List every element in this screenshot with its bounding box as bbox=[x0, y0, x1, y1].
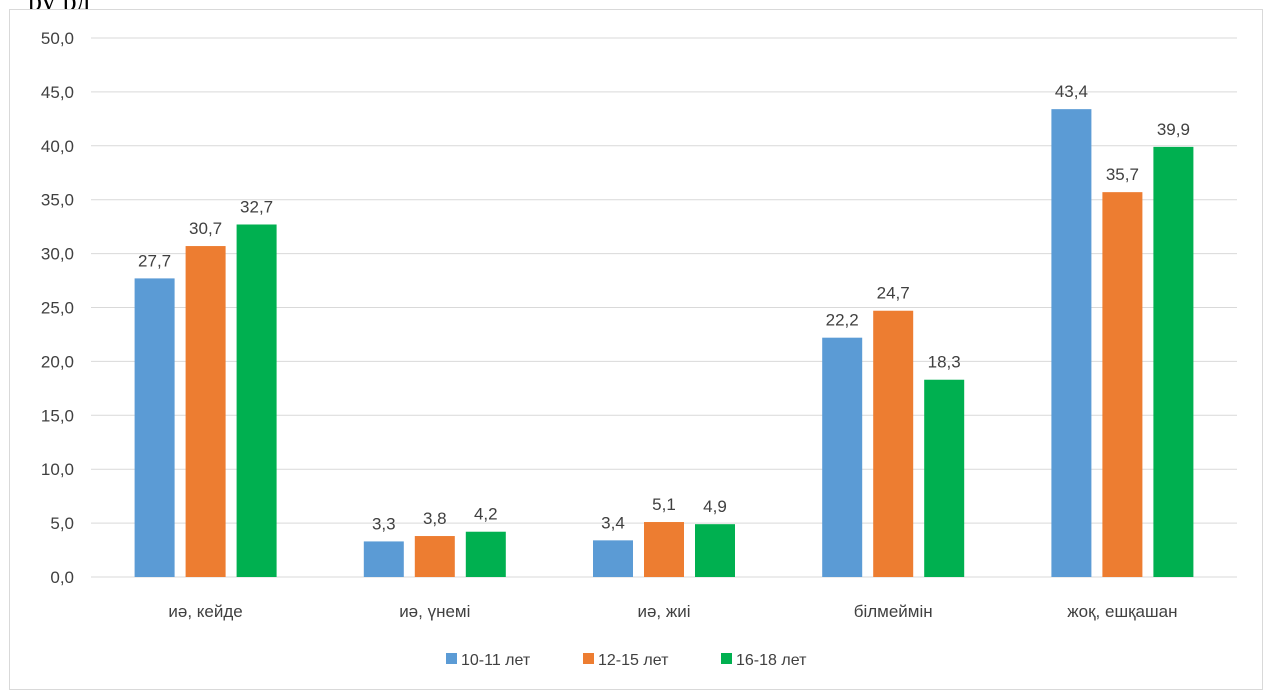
bar-10-11-лет bbox=[1051, 109, 1092, 577]
data-label: 30,7 bbox=[189, 219, 222, 238]
bar-10-11-лет bbox=[134, 278, 175, 577]
y-tick-label: 10,0 bbox=[41, 460, 74, 479]
bar-10-11-лет bbox=[593, 540, 633, 577]
data-label: 18,3 bbox=[928, 353, 961, 372]
bar-12-15-лет bbox=[644, 522, 684, 577]
data-label: 39,9 bbox=[1157, 120, 1190, 139]
bar-12-15-лет bbox=[185, 246, 226, 577]
y-tick-label: 45,0 bbox=[41, 83, 74, 102]
gridlines bbox=[91, 37, 1237, 578]
bar-12-15-лет bbox=[1102, 192, 1143, 578]
legend-label: 16-18 лет bbox=[736, 652, 807, 669]
bar-12-15-лет bbox=[873, 310, 914, 577]
category-label: жоқ, ешқашан bbox=[1067, 602, 1177, 621]
data-label: 24,7 bbox=[877, 284, 910, 303]
data-label: 4,9 bbox=[703, 497, 727, 516]
legend: 10-11 лет 12-15 лет 16-18 лет bbox=[446, 652, 807, 669]
data-label: 22,2 bbox=[826, 311, 859, 330]
data-label: 27,7 bbox=[138, 251, 171, 270]
y-tick-label: 40,0 bbox=[41, 137, 74, 156]
bars bbox=[134, 109, 1194, 578]
bar-16-18-лет bbox=[695, 524, 735, 577]
y-axis-ticks: 0,0 5,0 10,0 15,0 20,0 25,0 30,0 35,0 40,0 45,0 50… bbox=[41, 29, 74, 587]
y-tick-label: 25,0 bbox=[41, 299, 74, 318]
y-tick-label: 35,0 bbox=[41, 191, 74, 210]
y-tick-label: 0,0 bbox=[50, 568, 74, 587]
data-label: 35,7 bbox=[1106, 165, 1139, 184]
y-tick-label: 30,0 bbox=[41, 245, 74, 264]
category-label: иә, жиі bbox=[637, 602, 690, 621]
y-tick-label: 15,0 bbox=[41, 406, 74, 425]
bar-16-18-лет bbox=[924, 379, 965, 577]
category-label: иә, кейде bbox=[168, 602, 242, 621]
bar-10-11-лет bbox=[363, 541, 404, 577]
data-label: 3,4 bbox=[601, 513, 625, 532]
bar-16-18-лет bbox=[1153, 146, 1194, 578]
legend-label: 10-11 лет bbox=[461, 652, 531, 669]
category-label: білмеймін bbox=[854, 602, 933, 621]
bar-12-15-лет bbox=[414, 536, 455, 577]
category-label: иә, үнемі bbox=[399, 602, 470, 621]
data-label: 3,3 bbox=[372, 514, 396, 533]
bar-16-18-лет bbox=[465, 531, 506, 577]
data-label: 32,7 bbox=[240, 197, 273, 216]
y-tick-label: 5,0 bbox=[50, 514, 74, 533]
data-labels: 27,7 30,7 32,7 3,3 3,8 4,2 3,4 5,1 4,9 22,2 24,7 18… bbox=[138, 82, 1190, 533]
data-label: 3,8 bbox=[423, 509, 447, 528]
bar-10-11-лет bbox=[822, 337, 863, 577]
data-label: 5,1 bbox=[652, 495, 676, 514]
x-axis-categories: иә, кейде иә, үнемі иә, жиі білмеймін жоқ, е… bbox=[168, 602, 1177, 621]
y-tick-label: 50,0 bbox=[41, 29, 74, 48]
legend-swatch bbox=[583, 653, 594, 664]
legend-swatch bbox=[446, 653, 457, 664]
y-tick-label: 20,0 bbox=[41, 352, 74, 371]
legend-swatch bbox=[721, 653, 732, 664]
data-label: 43,4 bbox=[1055, 82, 1088, 101]
legend-label: 12-15 лет bbox=[598, 652, 669, 669]
bar-16-18-лет bbox=[236, 224, 277, 577]
data-label: 4,2 bbox=[474, 505, 498, 524]
